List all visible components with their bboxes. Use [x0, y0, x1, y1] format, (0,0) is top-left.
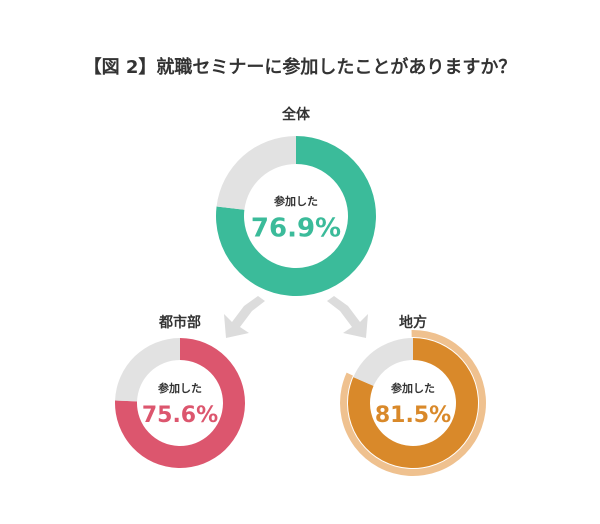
chart-title: 都市部 — [158, 314, 201, 331]
value-label: 75.6% — [142, 403, 218, 428]
page-title: 【図 2】就職セミナーに参加したことがありますか？ — [84, 56, 517, 78]
donut-segment — [348, 338, 479, 468]
chart-title: 全体 — [281, 106, 311, 123]
donut-segment — [115, 338, 180, 402]
center-label: 参加した — [391, 381, 435, 395]
arrow-right — [327, 296, 368, 338]
donut-segment — [216, 136, 296, 210]
value-label: 76.9% — [251, 214, 341, 244]
arrows — [224, 296, 368, 338]
donut-segment — [353, 338, 413, 386]
donut-segment — [115, 338, 245, 468]
chart-title: 地方 — [399, 314, 427, 331]
donut-segment — [216, 136, 377, 296]
center-label: 参加した — [274, 194, 318, 208]
center-label: 参加した — [158, 381, 202, 395]
value-label: 81.5% — [375, 403, 451, 428]
arrow-left — [224, 296, 265, 338]
